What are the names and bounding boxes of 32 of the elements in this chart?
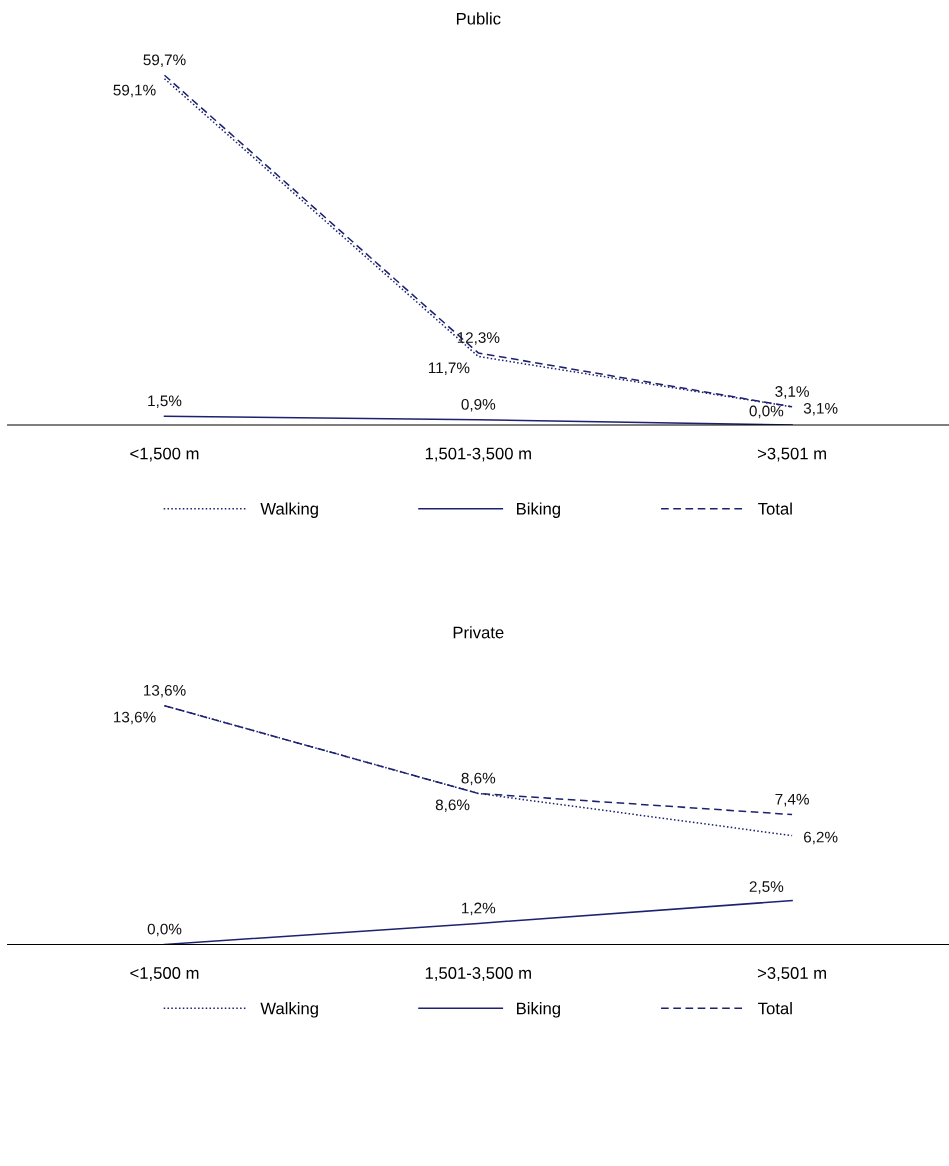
- x-tick-label: <1,500 m: [130, 447, 199, 462]
- legend-label: Total: [758, 1002, 792, 1015]
- data-label: 3,1%: [775, 386, 809, 399]
- legend-label: Biking: [517, 1002, 560, 1018]
- data-label: 1,5%: [148, 395, 182, 409]
- data-label: 11,7%: [428, 362, 470, 376]
- x-tick-label: >3,501 m: [757, 967, 826, 981]
- data-label: 8,6%: [461, 772, 496, 786]
- data-label: 1,2%: [462, 902, 496, 916]
- data-label: 3,1%: [803, 402, 838, 416]
- chart-title: Private: [453, 626, 504, 639]
- data-label: 12,3%: [457, 332, 500, 345]
- data-label: 6,2%: [803, 831, 838, 845]
- data-label: 0,0%: [147, 923, 182, 937]
- x-tick-label: >3,501 m: [757, 447, 826, 462]
- data-label: 59,1%: [113, 84, 156, 98]
- chart-title: Public: [456, 12, 501, 25]
- data-label: 13,6%: [144, 684, 186, 698]
- x-tick-label: 1,501-3,500 m: [425, 967, 531, 981]
- x-tick-label: <1,500 m: [130, 967, 199, 981]
- x-tick-label: 1,501-3,500 m: [425, 447, 531, 462]
- data-label: 59,7%: [143, 54, 186, 68]
- data-label: 0,0%: [749, 405, 784, 419]
- legend-label: Walking: [260, 1002, 318, 1018]
- legend-label: Biking: [517, 502, 560, 518]
- legend-label: Total: [758, 502, 792, 515]
- data-label: 2,5%: [749, 881, 784, 894]
- data-label: 13,6%: [114, 711, 156, 725]
- data-label: 0,9%: [461, 398, 496, 412]
- data-label: 8,6%: [435, 799, 470, 813]
- data-label: 7,4%: [775, 793, 809, 807]
- legend-label: Walking: [260, 502, 318, 518]
